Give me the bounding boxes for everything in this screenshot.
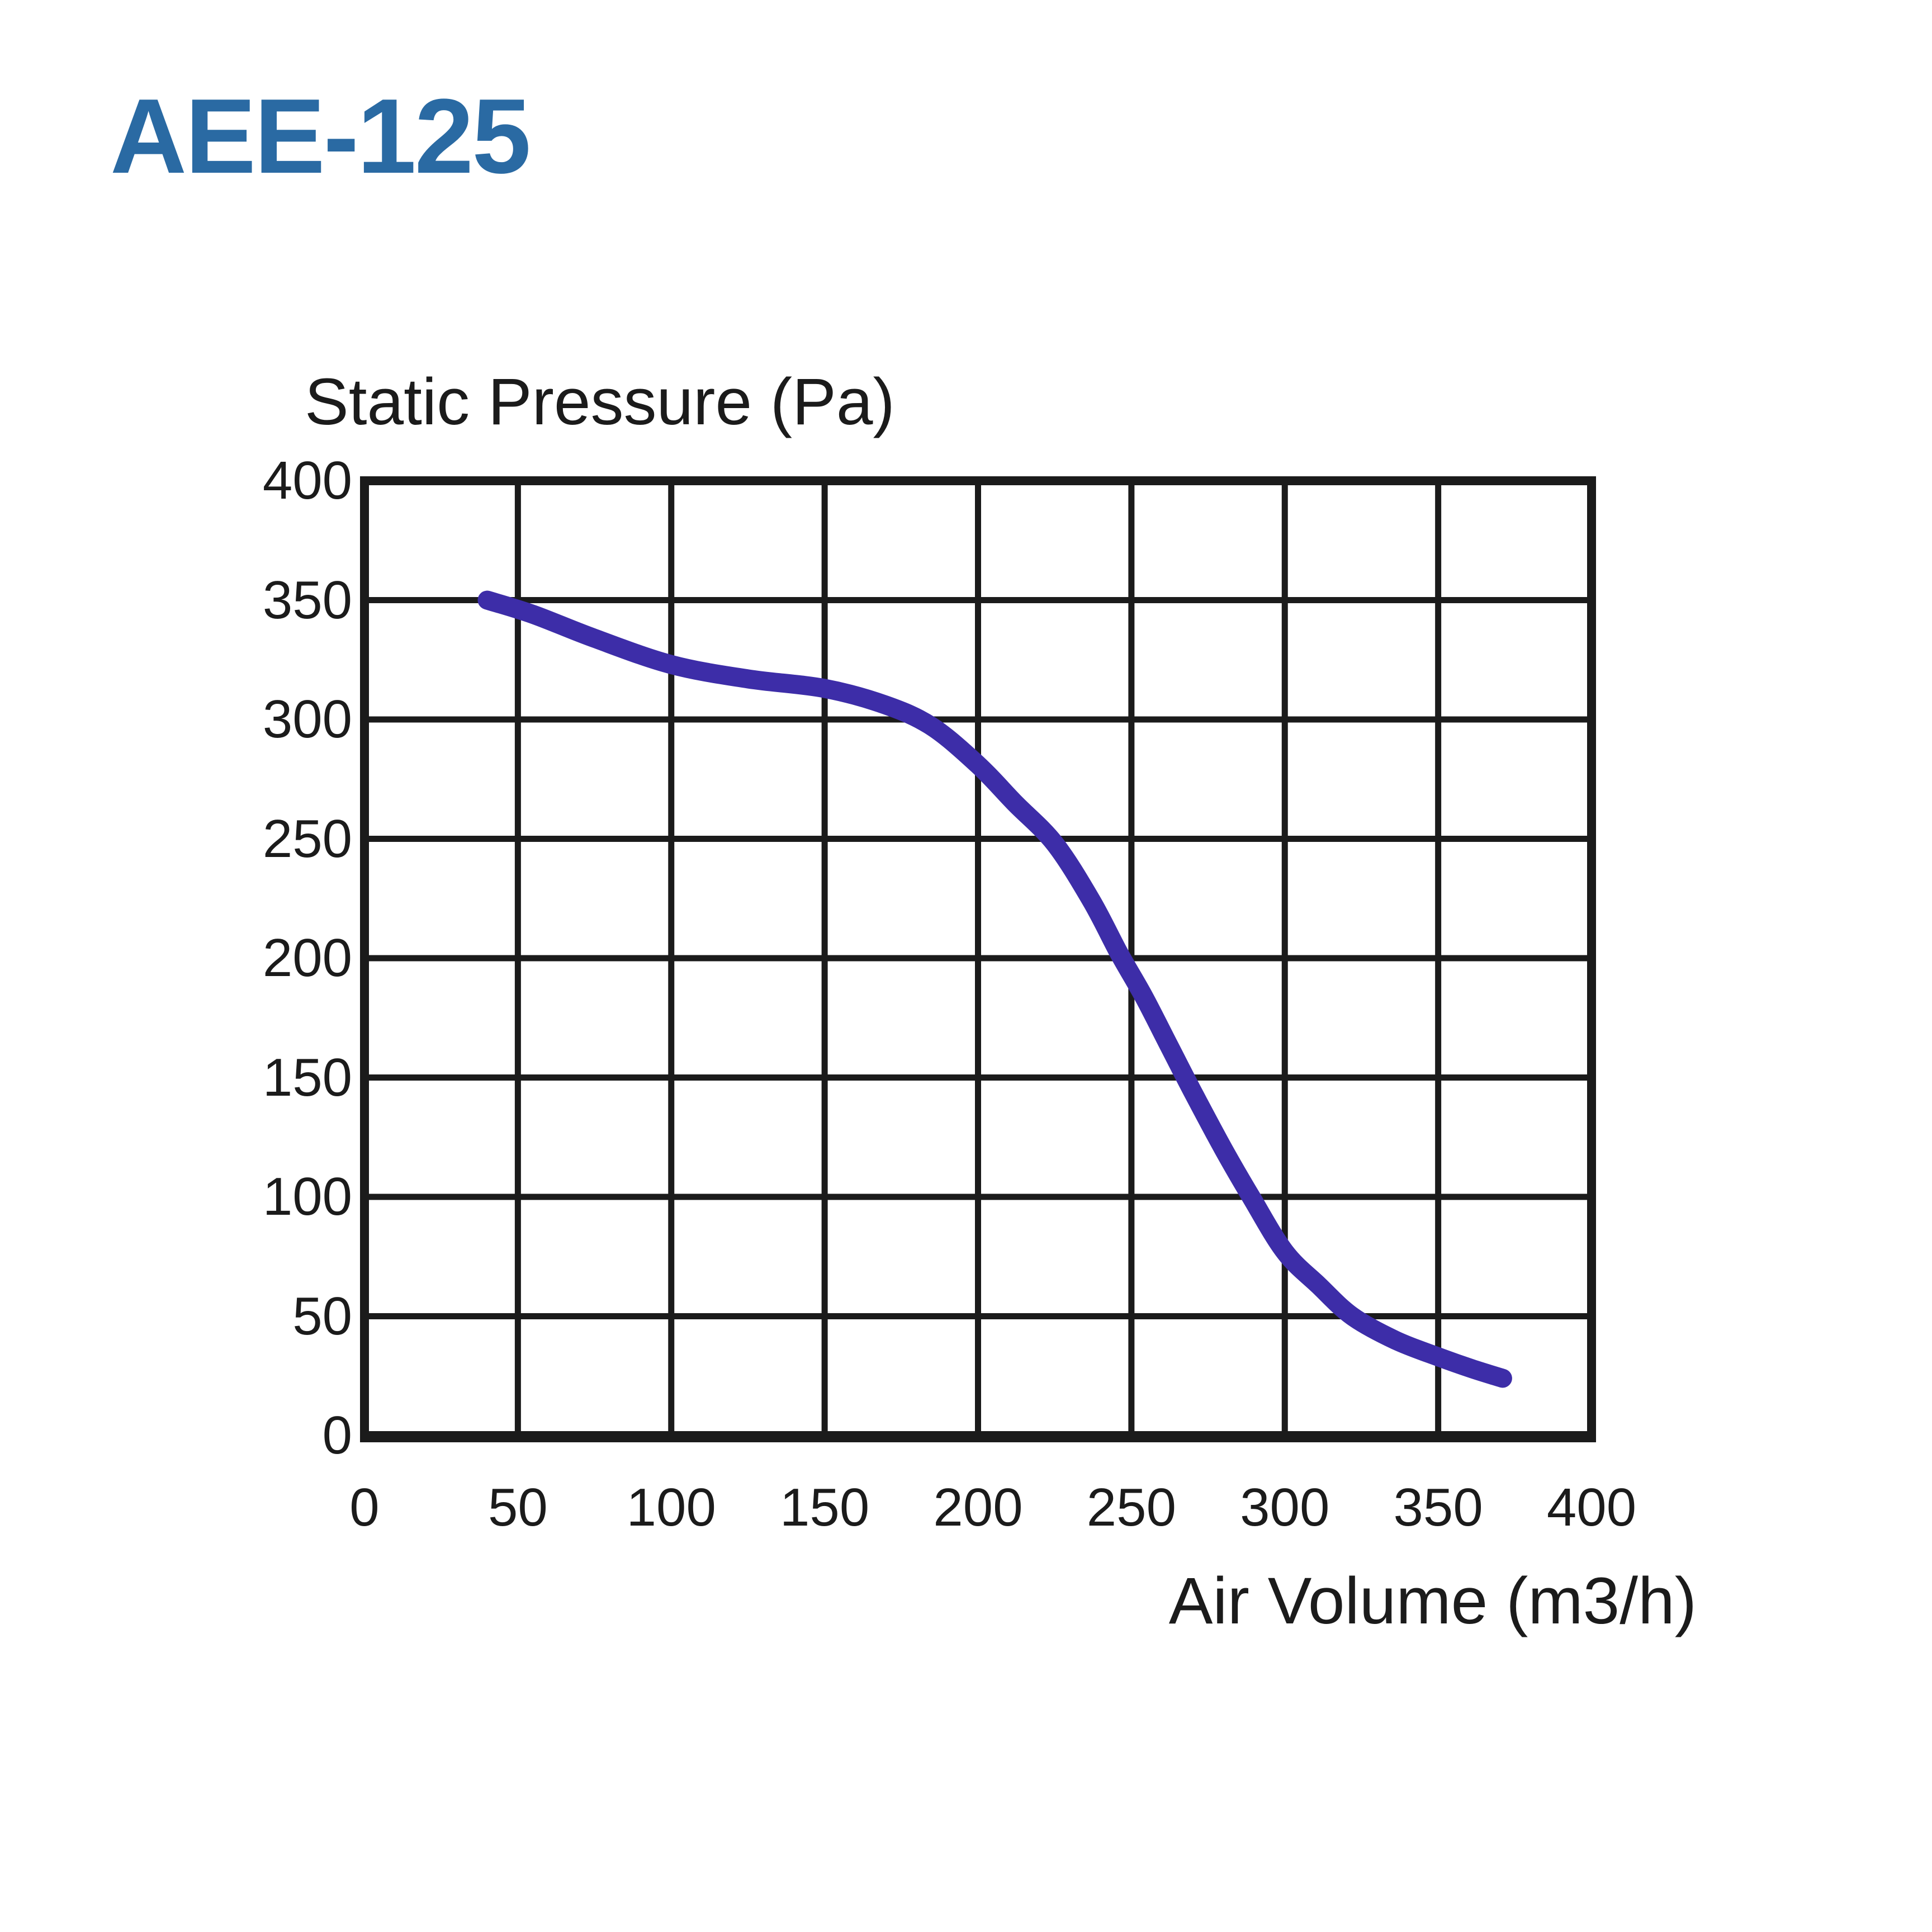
x-tick-label: 50	[487, 1478, 548, 1537]
x-tick-label: 350	[1393, 1478, 1483, 1537]
y-tick-label: 200	[262, 928, 352, 988]
x-tick-label: 400	[1546, 1478, 1637, 1537]
performance-curve	[477, 590, 1512, 1388]
model-title: AEE-125	[110, 77, 531, 196]
x-tick-label: 150	[780, 1478, 870, 1537]
y-axis-title: Static Pressure (Pa)	[305, 365, 895, 439]
y-tick-label: 150	[262, 1047, 352, 1107]
y-tick-label: 0	[322, 1405, 352, 1465]
y-tick-label: 300	[262, 689, 352, 749]
x-tick-label: 100	[626, 1478, 716, 1537]
y-tick-label: 50	[292, 1286, 352, 1346]
y-tick-label: 100	[262, 1167, 352, 1227]
x-tick-label: 300	[1240, 1478, 1330, 1537]
y-tick-label: 350	[262, 570, 352, 630]
x-axis-title: Air Volume (m3/h)	[1168, 1564, 1697, 1638]
y-tick-label: 400	[262, 451, 352, 510]
y-tick-label: 250	[262, 808, 352, 869]
x-tick-label: 0	[349, 1478, 380, 1537]
x-tick-label: 250	[1086, 1478, 1176, 1537]
x-tick-label: 200	[933, 1478, 1023, 1537]
